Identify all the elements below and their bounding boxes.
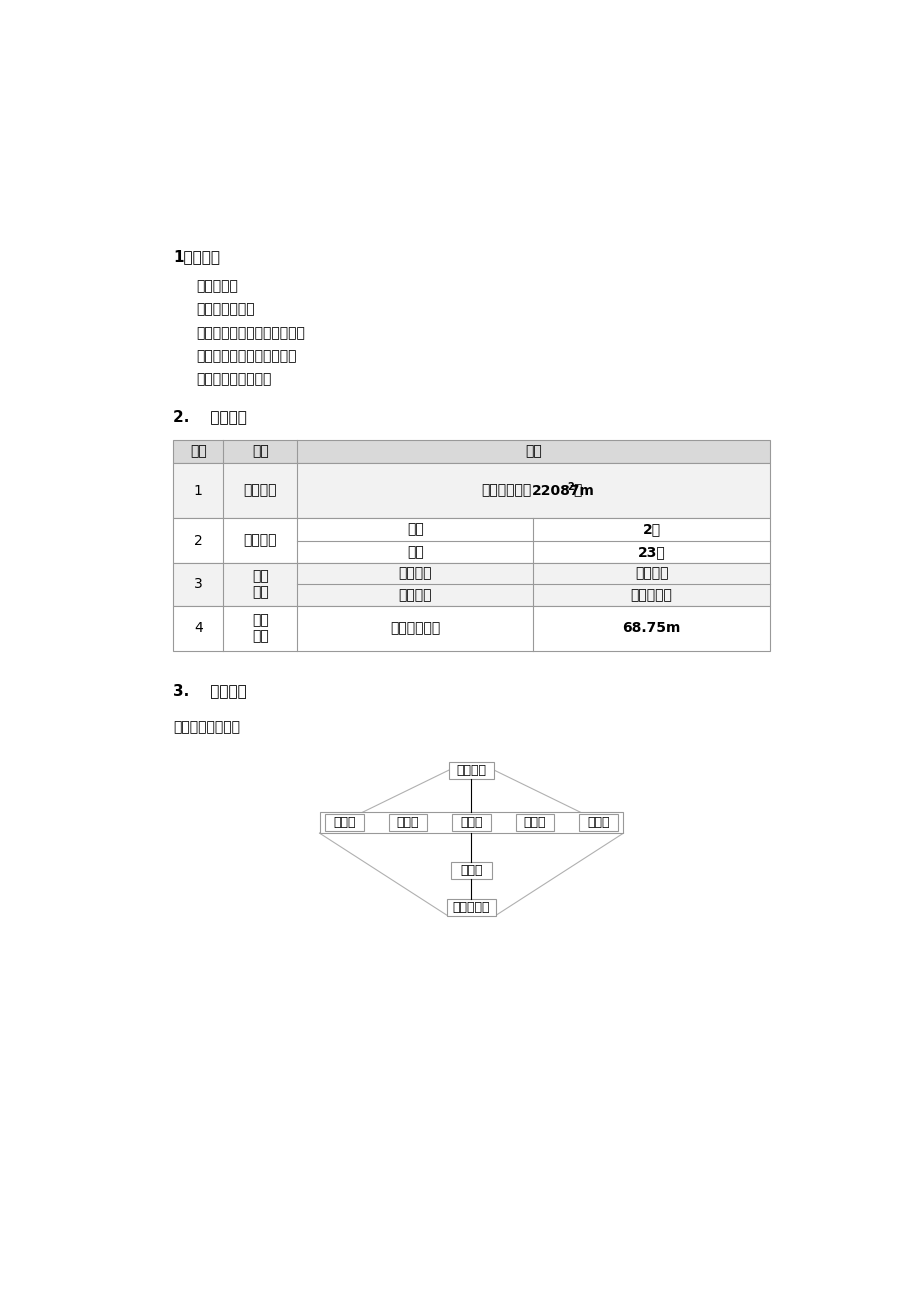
Text: 总建筑面积：: 总建筑面积：: [482, 483, 531, 498]
Text: 施工组织管理机构: 施工组织管理机构: [173, 721, 240, 734]
Text: 结构
形式: 结构 形式: [252, 569, 268, 599]
Text: 技术室: 技术室: [460, 816, 482, 829]
Bar: [324, 814, 363, 831]
Text: 1: 1: [194, 483, 202, 498]
Bar: [516, 814, 554, 831]
Text: 建筑层数: 建筑层数: [244, 534, 277, 547]
Text: 地上部分檐高: 地上部分檐高: [390, 622, 440, 636]
Text: 结构型式: 结构型式: [398, 588, 432, 602]
Bar: [173, 463, 769, 519]
Text: 架子工班组: 架子工班组: [452, 900, 490, 913]
Text: 项目总工: 项目总工: [456, 764, 486, 777]
Bar: [388, 814, 426, 831]
Bar: [579, 814, 618, 831]
Text: 建筑面积: 建筑面积: [244, 483, 277, 498]
Text: 4: 4: [194, 622, 202, 636]
Text: 建筑
高度: 建筑 高度: [252, 614, 268, 644]
Text: 建筑施工计算手册：: 建筑施工计算手册：: [196, 371, 271, 386]
Bar: [451, 814, 491, 831]
Text: 工程室: 工程室: [333, 816, 356, 829]
Text: 地上: 地上: [406, 545, 424, 559]
Bar: [451, 861, 491, 878]
Text: 筏板基础: 筏板基础: [634, 567, 668, 581]
Text: 2层: 2层: [642, 523, 660, 537]
Text: 内容: 内容: [525, 444, 541, 459]
Text: 22087m: 22087m: [531, 483, 595, 498]
Text: 材料室: 材料室: [586, 816, 609, 829]
Bar: [173, 439, 769, 463]
Text: 地下: 地下: [406, 523, 424, 537]
Bar: [173, 563, 769, 606]
Text: 68.75m: 68.75m: [622, 622, 680, 636]
Text: 3: 3: [194, 577, 202, 592]
Text: 施工图纸：: 施工图纸：: [196, 280, 238, 293]
Bar: [173, 519, 769, 563]
Text: 项目: 项目: [252, 444, 268, 459]
Bar: [319, 812, 623, 833]
Text: 2.    工程概况: 2. 工程概况: [173, 409, 246, 423]
Text: 3.    施工部署: 3. 施工部署: [173, 683, 246, 698]
Text: 施工组织设计：: 施工组织设计：: [196, 302, 255, 317]
Text: 1编制依据: 1编制依据: [173, 249, 220, 263]
Text: 《建筑施工脚手架实用手册》: 《建筑施工脚手架实用手册》: [196, 326, 305, 340]
Text: 2: 2: [194, 534, 202, 547]
Text: 财务室: 财务室: [523, 816, 546, 829]
Text: 23层: 23层: [637, 545, 664, 559]
Text: 基础型式: 基础型式: [398, 567, 432, 581]
Text: 施工队: 施工队: [460, 864, 482, 877]
Text: 成本室: 成本室: [396, 816, 419, 829]
Bar: [448, 761, 494, 778]
Text: 2: 2: [567, 482, 573, 491]
Text: 序号: 序号: [189, 444, 207, 459]
Bar: [447, 899, 495, 916]
Text: 。: 。: [573, 483, 581, 498]
Bar: [173, 606, 769, 650]
Text: 剪力墙结构: 剪力墙结构: [630, 588, 672, 602]
Text: 《建筑施工安全技术手册》: 《建筑施工安全技术手册》: [196, 349, 297, 362]
